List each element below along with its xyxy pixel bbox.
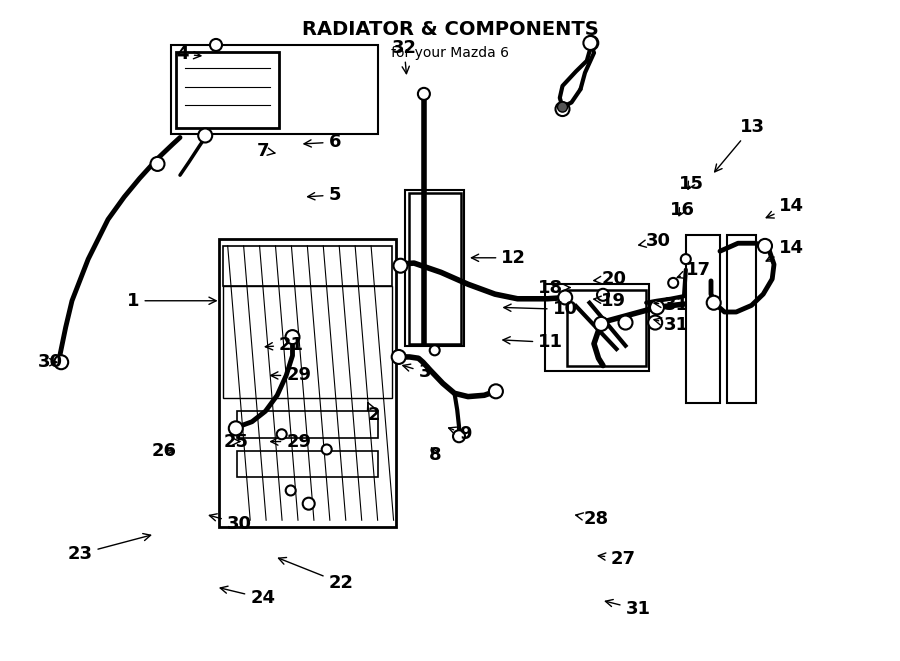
Text: 11: 11: [503, 333, 563, 352]
Text: 18: 18: [538, 278, 570, 297]
Text: 31: 31: [606, 600, 651, 619]
Text: for your Mazda 6: for your Mazda 6: [391, 46, 509, 60]
Circle shape: [210, 39, 222, 51]
Text: RADIATOR & COMPONENTS: RADIATOR & COMPONENTS: [302, 20, 598, 39]
Text: 26: 26: [151, 442, 176, 460]
Circle shape: [584, 36, 598, 50]
Text: 14: 14: [766, 197, 805, 218]
Circle shape: [648, 315, 662, 330]
Circle shape: [418, 88, 430, 100]
Circle shape: [150, 157, 165, 171]
Circle shape: [393, 258, 408, 273]
Bar: [176, 52, 279, 128]
Circle shape: [597, 289, 609, 301]
Text: 10: 10: [504, 300, 578, 319]
Circle shape: [489, 384, 503, 399]
Circle shape: [229, 421, 243, 436]
Text: 3: 3: [403, 363, 431, 381]
Text: 2: 2: [367, 403, 380, 424]
Circle shape: [668, 278, 679, 288]
Text: 14: 14: [766, 239, 805, 261]
Circle shape: [285, 485, 296, 496]
Text: 8: 8: [429, 446, 442, 464]
Circle shape: [680, 254, 691, 264]
Circle shape: [321, 444, 332, 455]
Text: 9: 9: [448, 425, 472, 444]
Circle shape: [285, 330, 300, 344]
Bar: [409, 193, 461, 344]
Text: 31: 31: [654, 316, 689, 334]
Circle shape: [453, 430, 465, 442]
Text: 1: 1: [127, 292, 216, 310]
Text: 17: 17: [678, 260, 711, 279]
Text: 12: 12: [472, 249, 526, 267]
Text: 29: 29: [271, 366, 311, 385]
Circle shape: [618, 315, 633, 330]
Text: 16: 16: [670, 201, 695, 219]
Text: 25: 25: [223, 432, 248, 451]
Circle shape: [302, 498, 315, 510]
Text: 6: 6: [304, 133, 341, 151]
Text: 30: 30: [210, 514, 252, 533]
Text: 28: 28: [576, 510, 608, 528]
Circle shape: [392, 350, 406, 364]
Circle shape: [583, 36, 598, 50]
Text: 19: 19: [594, 292, 626, 310]
Bar: [686, 235, 720, 403]
Circle shape: [758, 239, 772, 253]
Text: 13: 13: [715, 118, 765, 172]
Text: 22: 22: [278, 557, 354, 592]
Text: 31: 31: [654, 296, 689, 315]
Circle shape: [650, 300, 664, 315]
Bar: [223, 246, 392, 286]
Bar: [219, 239, 396, 527]
Bar: [171, 45, 378, 134]
Bar: [237, 411, 378, 438]
Bar: [223, 286, 392, 398]
Circle shape: [558, 290, 572, 305]
Text: 23: 23: [68, 533, 150, 563]
Bar: [727, 235, 756, 403]
Text: 15: 15: [679, 175, 704, 193]
Circle shape: [555, 102, 570, 116]
Text: 20: 20: [594, 270, 626, 288]
Text: 4: 4: [176, 45, 201, 63]
Text: 30: 30: [639, 232, 671, 251]
Circle shape: [198, 128, 212, 143]
Text: 21: 21: [266, 336, 304, 354]
Text: 24: 24: [220, 586, 275, 607]
Text: 5: 5: [308, 186, 341, 204]
Circle shape: [54, 355, 68, 369]
Text: 27: 27: [598, 549, 635, 568]
Text: 30: 30: [38, 353, 63, 371]
Bar: [237, 451, 378, 477]
Text: 7: 7: [256, 141, 275, 160]
Circle shape: [276, 429, 287, 440]
Text: 32: 32: [392, 38, 417, 73]
Circle shape: [429, 345, 440, 356]
Circle shape: [557, 102, 568, 112]
Circle shape: [594, 317, 608, 331]
Bar: [405, 190, 464, 346]
Text: 29: 29: [271, 432, 311, 451]
Circle shape: [706, 295, 721, 310]
Bar: [544, 284, 649, 371]
Bar: [567, 290, 646, 366]
